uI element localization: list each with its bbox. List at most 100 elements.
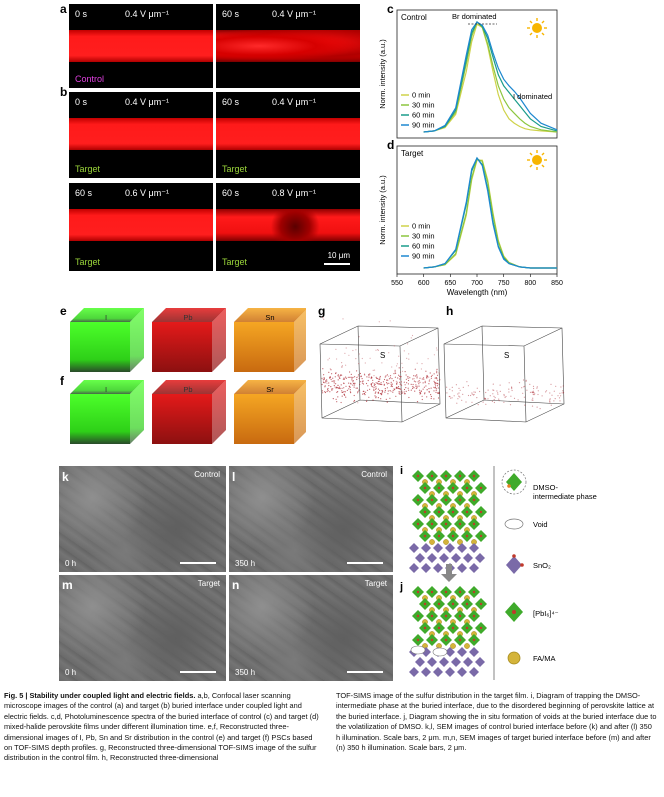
sulfur-dot [499, 384, 501, 386]
panel-label-c: c [387, 2, 394, 16]
sulfur-dot [545, 391, 547, 393]
sulfur-dot [461, 399, 463, 401]
sulfur-dot [525, 379, 527, 381]
sulfur-dot [416, 377, 418, 379]
sulfur-dot [381, 383, 383, 386]
sulfur-dot [436, 370, 438, 372]
sulfur-dot [510, 395, 512, 397]
sulfur-dot [353, 394, 355, 397]
sulfur-dot [356, 378, 358, 381]
tof-sims-sulfur-gh: S S [319, 317, 565, 423]
sulfur-dot [412, 386, 414, 388]
sulfur-dot [335, 372, 337, 375]
sulfur-dot [352, 381, 354, 383]
sulfur-dot [386, 387, 388, 389]
time-label: 60 s [75, 188, 93, 198]
legend-label: 60 min [412, 242, 435, 251]
sulfur-dot [406, 382, 408, 384]
sulfur-dot [336, 391, 338, 393]
sulfur-dot [427, 358, 429, 360]
sulfur-dot [355, 349, 357, 351]
sulfur-dot [351, 377, 353, 379]
sulfur-dot [334, 376, 336, 378]
sulfur-dot [332, 380, 334, 382]
sulfur-dot [403, 350, 405, 352]
legend-label: 90 min [412, 252, 435, 261]
sulfur-dot [428, 388, 430, 390]
sulfur-dot [410, 389, 412, 391]
pb-atom [423, 534, 427, 538]
sem-sample-label: Control [194, 470, 220, 479]
sulfur-dot [522, 379, 525, 381]
sulfur-dot [370, 385, 373, 387]
sulfur-dot [435, 389, 437, 391]
sulfur-dot [363, 390, 365, 392]
sulfur-dot [421, 395, 423, 397]
sulfur-dot [414, 375, 416, 377]
sulfur-dot [375, 349, 377, 351]
sulfur-dot [418, 380, 420, 382]
sulfur-dot [429, 372, 431, 374]
sulfur-dot [473, 391, 475, 393]
sno2-unit [457, 647, 467, 657]
sno2-unit [469, 563, 479, 573]
panel-label-d: d [387, 138, 395, 152]
sem-time-label: 350 h [235, 559, 256, 568]
pb-atom [472, 590, 476, 594]
sulfur-dot [345, 385, 347, 387]
time-label: 0 s [75, 97, 88, 107]
sulfur-dot [376, 377, 378, 380]
pb-atom [437, 486, 441, 490]
sulfur-dot [435, 382, 437, 384]
sulfur-dot [400, 384, 403, 386]
sulfur-dot [492, 383, 494, 385]
sulfur-dot [521, 387, 523, 389]
pb-atom [465, 534, 469, 538]
sulfur-dot [511, 389, 513, 392]
sulfur-dot [451, 390, 453, 392]
sulfur-dot [456, 402, 458, 404]
sulfur-dot [325, 381, 327, 383]
sulfur-dot [323, 374, 325, 376]
sulfur-dot [497, 392, 499, 394]
sulfur-dot [332, 398, 334, 400]
pb-atom [451, 626, 455, 630]
x-tick-label: 600 [418, 280, 430, 287]
sulfur-dot [338, 376, 340, 378]
x-tick-label: 650 [444, 280, 456, 287]
field-label: 0.4 V μm⁻¹ [125, 97, 169, 107]
sulfur-dot [372, 382, 374, 384]
void [410, 645, 426, 655]
panel-label-f: f [60, 374, 64, 388]
sulfur-dot [420, 390, 422, 392]
sulfur-dot [403, 388, 406, 391]
sulfur-dot [383, 383, 385, 385]
caption-right: TOF-SIMS image of the sulfur distributio… [336, 691, 658, 753]
sulfur-dot [413, 387, 415, 389]
sulfur-dot [434, 377, 436, 379]
sulfur-dot [398, 355, 400, 357]
sulfur-dot [471, 392, 473, 394]
sulfur-dot [367, 379, 369, 382]
sulfur-dot [416, 375, 418, 377]
sulfur-dot [455, 384, 457, 386]
sulfur-dot [494, 397, 496, 399]
legend-void: Void [533, 520, 548, 529]
sulfur-dot [350, 373, 352, 375]
sno2-unit [409, 667, 419, 677]
sulfur-dot [373, 386, 375, 388]
sulfur-dot [531, 405, 534, 407]
sulfur-dot [324, 385, 326, 387]
panel-label-e: e [60, 304, 67, 318]
sulfur-dot [485, 391, 487, 394]
sno2-unit [445, 667, 455, 677]
sulfur-dot [324, 386, 326, 388]
pb-atom [465, 626, 469, 630]
sulfur-dot [411, 385, 413, 388]
sulfur-dot [436, 385, 439, 387]
sulfur-dot [413, 375, 415, 377]
sulfur-dot [522, 392, 524, 394]
time-label: 60 s [222, 188, 240, 198]
sulfur-dot [337, 384, 339, 386]
pb-atom [458, 590, 462, 594]
